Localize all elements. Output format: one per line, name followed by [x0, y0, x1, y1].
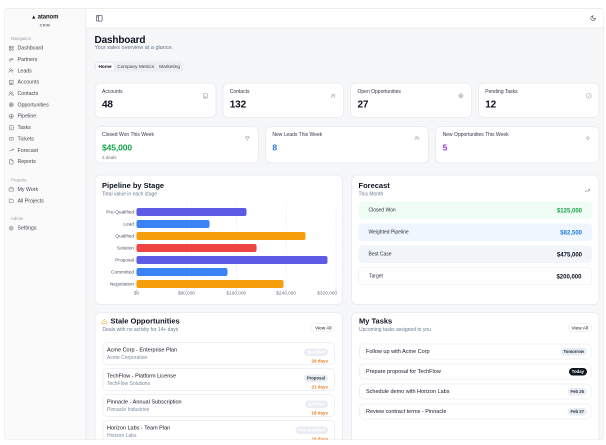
svg-text:Solution: Solution — [117, 246, 135, 252]
svg-text:$80,000: $80,000 — [178, 291, 196, 297]
svg-text:$160,000: $160,000 — [226, 291, 246, 297]
svg-text:Pre-Qualified: Pre-Qualified — [106, 210, 134, 216]
svg-text:$320,000: $320,000 — [317, 291, 337, 297]
svg-text:Committed: Committed — [111, 270, 134, 276]
svg-text:Qualified: Qualified — [115, 234, 134, 240]
svg-text:Lead: Lead — [123, 222, 134, 228]
svg-text:Proposal: Proposal — [115, 258, 134, 264]
svg-text:$240,000: $240,000 — [276, 291, 296, 297]
svg-text:Negotiation: Negotiation — [110, 282, 134, 288]
svg-text:$0: $0 — [134, 291, 140, 297]
